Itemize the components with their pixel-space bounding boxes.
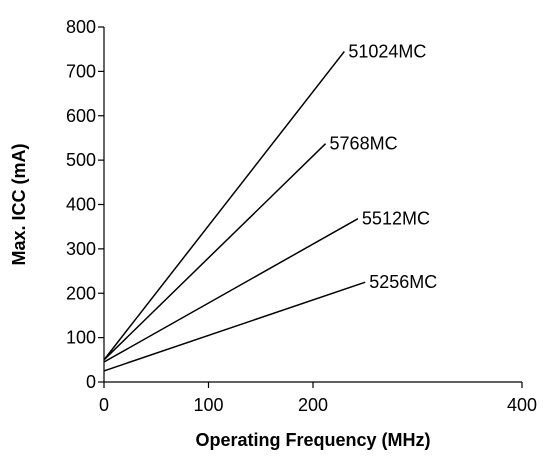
- series-label: 51024MC: [348, 41, 426, 61]
- y-tick-label: 300: [66, 239, 96, 259]
- series-line-5768MC: [103, 143, 327, 361]
- series-line-51024MC: [103, 50, 345, 361]
- series-line-5256MC: [103, 281, 366, 372]
- y-tick-label: 100: [66, 328, 96, 348]
- x-tick-label: 200: [298, 395, 328, 415]
- series-label: 5768MC: [330, 134, 398, 154]
- series-line-5512MC: [103, 218, 359, 363]
- y-tick-label: 800: [66, 17, 96, 37]
- y-tick-label: 0: [86, 372, 96, 392]
- y-tick-label: 700: [66, 61, 96, 81]
- series-lines: [103, 50, 366, 372]
- x-axis-title: Operating Frequency (MHz): [195, 430, 430, 450]
- axes: [103, 27, 522, 383]
- y-tick-label: 500: [66, 150, 96, 170]
- x-tick-label: 0: [99, 395, 109, 415]
- series-label: 5256MC: [369, 272, 437, 292]
- y-axis-title: Max. ICC (mA): [9, 143, 29, 265]
- x-tick-label: 100: [193, 395, 223, 415]
- y-tick-label: 400: [66, 195, 96, 215]
- x-ticks: 0 100 200 400: [99, 382, 537, 415]
- y-tick-label: 600: [66, 106, 96, 126]
- series-label: 5512MC: [362, 209, 430, 229]
- x-tick-label: 400: [507, 395, 537, 415]
- y-tick-label: 200: [66, 283, 96, 303]
- y-ticks: 0 100 200 300 400 500 600 700 800: [66, 17, 104, 392]
- series-labels: 51024MC 5768MC 5512MC 5256MC: [330, 41, 438, 292]
